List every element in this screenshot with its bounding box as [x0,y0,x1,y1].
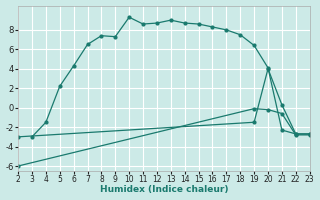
X-axis label: Humidex (Indice chaleur): Humidex (Indice chaleur) [100,185,228,194]
